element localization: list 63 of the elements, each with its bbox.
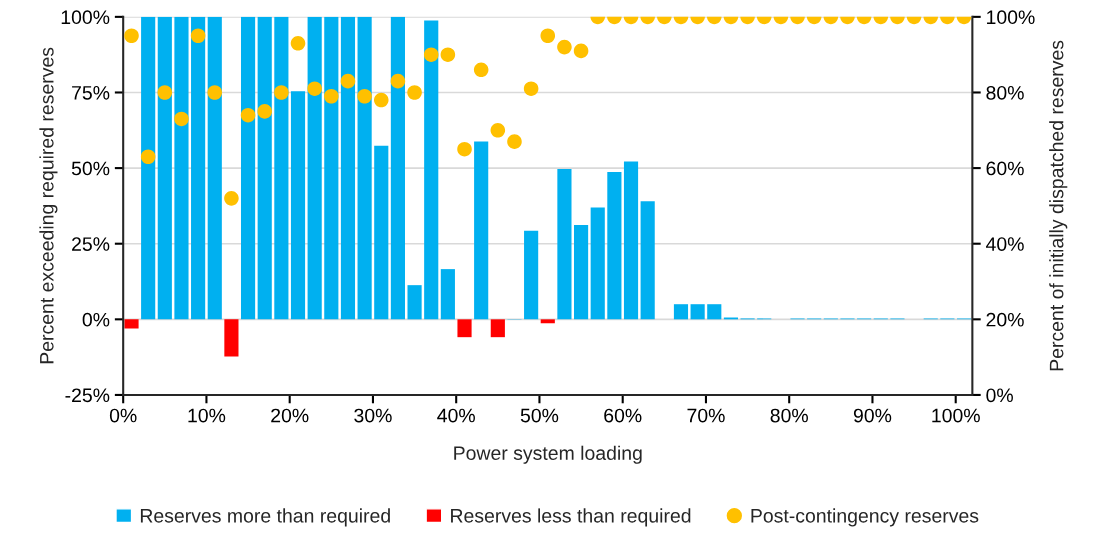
bar <box>590 207 605 320</box>
legend-label: Reserves more than required <box>140 508 390 527</box>
bar <box>157 16 172 320</box>
bar <box>607 172 622 320</box>
x-tick-label: 30% <box>354 408 392 423</box>
bar <box>141 16 156 320</box>
x-tick-label: 60% <box>604 408 642 423</box>
x-tick-label: 50% <box>520 408 559 423</box>
bar <box>524 230 539 320</box>
legend-label: Post-contingency reserves <box>751 508 979 527</box>
y-tick-label: 0% <box>82 312 110 327</box>
y-tick-label: 100% <box>61 10 110 25</box>
bar <box>374 145 389 320</box>
bar <box>224 319 239 357</box>
x-tick-label: 70% <box>687 408 725 423</box>
x-tick-label: 10% <box>188 408 226 423</box>
bar <box>340 16 356 320</box>
y2-tick-label: 100% <box>987 10 1035 25</box>
y-tick-label: 50% <box>71 161 110 176</box>
x-axis-title: Power system loading <box>454 445 642 464</box>
bar <box>623 161 639 320</box>
y-axis-title: Percent exceeding required reserves <box>39 47 58 364</box>
x-tick-label: 100% <box>932 408 980 423</box>
bar <box>207 16 222 320</box>
y2-tick-label: 20% <box>986 312 1024 327</box>
y2-tick-label: 0% <box>986 388 1013 403</box>
bar <box>124 319 139 329</box>
bar <box>474 141 489 320</box>
bar <box>673 304 689 320</box>
x-tick-label: 90% <box>853 408 892 423</box>
bar <box>390 16 405 320</box>
bar <box>490 319 505 338</box>
bar <box>307 16 322 320</box>
bar <box>407 285 422 320</box>
bar <box>707 304 722 320</box>
y-tick-label: -25% <box>65 388 110 403</box>
bar <box>640 201 655 320</box>
bar <box>257 16 272 320</box>
x-tick-label: 20% <box>271 408 309 423</box>
bar <box>324 16 339 320</box>
x-tick-label: 40% <box>437 408 475 423</box>
bar <box>357 16 372 320</box>
bar <box>540 319 555 324</box>
x-tick-label: 0% <box>109 408 137 423</box>
y-tick-label: 25% <box>72 237 110 251</box>
bar <box>557 169 572 320</box>
bar <box>274 16 289 320</box>
bar <box>440 269 455 320</box>
bar <box>174 16 189 320</box>
bar <box>424 20 439 320</box>
y-tick-label: 75% <box>72 86 110 100</box>
bar <box>690 304 705 320</box>
bar <box>240 16 256 320</box>
y2-tick-label: 40% <box>986 237 1024 251</box>
x-tick-label: 80% <box>770 408 808 423</box>
legend-label: Reserves less than required <box>451 508 691 527</box>
bar <box>457 319 472 338</box>
bar <box>290 91 306 320</box>
y2-tick-label: 80% <box>986 85 1024 100</box>
bar <box>191 16 206 320</box>
y2-tick-label: 60% <box>986 161 1024 176</box>
bar <box>574 224 589 320</box>
y2-axis-title: Percent of initially dispatched reserves <box>1049 40 1068 371</box>
